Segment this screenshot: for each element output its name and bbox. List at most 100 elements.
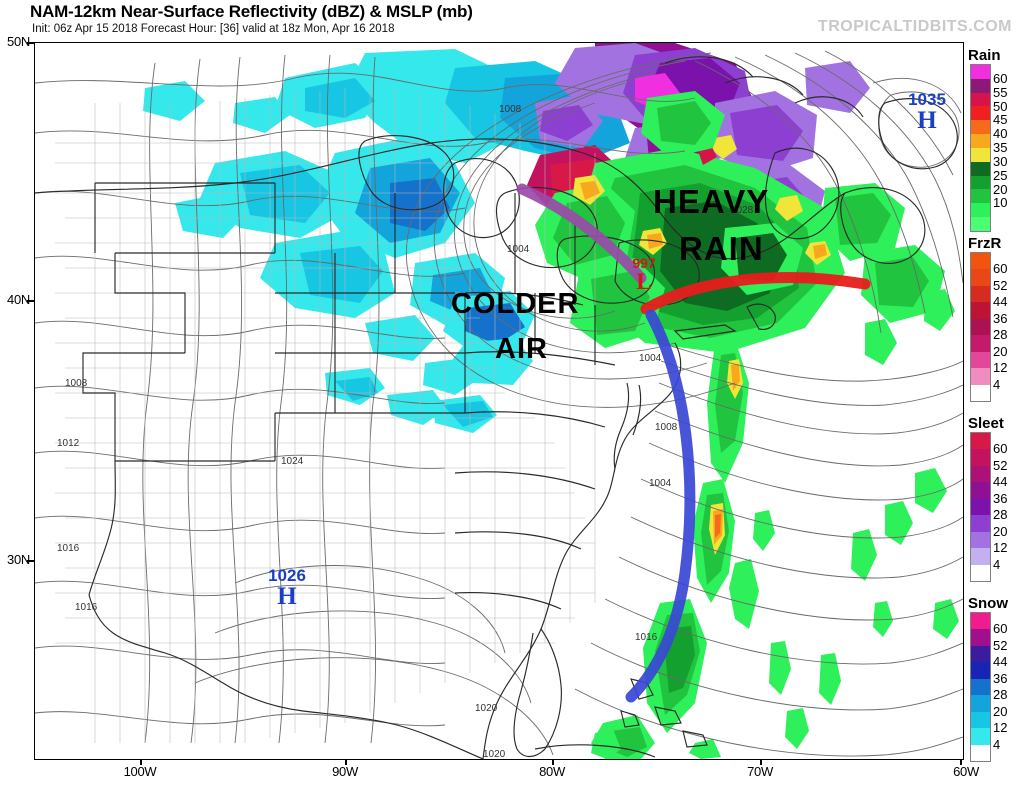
legend-swatch <box>971 78 990 93</box>
legend-swatch <box>971 106 990 121</box>
svg-text:1008: 1008 <box>499 104 522 115</box>
legend-swatch <box>971 678 990 696</box>
legend-swatch <box>971 217 990 231</box>
svg-text:1028: 1028 <box>731 205 754 216</box>
forecast-subtitle: Init: 06z Apr 15 2018 Forecast Hour: [36… <box>32 23 395 35</box>
legend-tick-label: 12 <box>993 360 1008 376</box>
legend-swatch <box>971 613 990 630</box>
watermark: TROPICALTIDBITS.COM <box>817 18 1012 35</box>
svg-text:1008: 1008 <box>655 422 678 433</box>
svg-text:1016: 1016 <box>635 632 658 643</box>
legend-swatch <box>971 318 990 336</box>
legend-swatch <box>971 134 990 148</box>
colder-air-label-line1: COLDER <box>451 288 580 320</box>
legend-swatch <box>971 515 990 532</box>
legend-title-frzr: FrzR <box>968 235 1002 252</box>
y-tick-mark <box>27 560 34 562</box>
high-pressure-1026: 1026 H <box>257 567 317 610</box>
x-tick-mark <box>140 758 142 765</box>
svg-text:1024: 1024 <box>281 456 304 467</box>
legend-tick-label: 10 <box>993 195 1008 211</box>
legend-swatch <box>971 711 990 729</box>
legend-tick-label: 50 <box>993 98 1008 114</box>
legend-tick-label: 60 <box>993 621 1008 637</box>
legend-swatch <box>971 302 990 319</box>
legend-swatch <box>971 465 990 483</box>
legend-swatches-rain <box>970 64 991 232</box>
legend-tick-label: 25 <box>993 167 1008 183</box>
svg-text:1020: 1020 <box>475 703 498 714</box>
legend-tick-label: 60 <box>993 70 1008 86</box>
legend-tick-label: 44 <box>993 294 1008 310</box>
x-tick-mark <box>960 758 962 765</box>
x-axis-tick-90w: 90W <box>332 764 358 779</box>
legend-tick-label: 60 <box>993 441 1008 457</box>
legend-tick-label: 60 <box>993 261 1008 277</box>
low-997-value: 997 <box>632 255 656 271</box>
legend-swatch <box>971 662 990 679</box>
legend-tick-label: 20 <box>993 181 1008 197</box>
x-tick-mark <box>760 758 762 765</box>
legend-group-snow: Snow 60 52 44 36 28 20 12 4 <box>966 595 1024 762</box>
legend-title-rain: Rain <box>968 47 1001 64</box>
high-1035-symbol: H <box>917 107 937 134</box>
legend-tick-label: 30 <box>993 153 1008 169</box>
x-tick-mark <box>345 758 347 765</box>
heavy-rain-label-line1: HEAVY <box>653 183 770 220</box>
isobar-value-labels: 1008 1012 1016 1016 1020 1020 1016 1008 … <box>57 104 754 759</box>
legend-swatch <box>971 285 990 303</box>
legend-body-sleet: 60 52 44 36 28 20 12 4 <box>966 432 1024 582</box>
legend-tick-label: 28 <box>993 687 1008 703</box>
map-canvas: 1008 1012 1016 1016 1020 1020 1016 1008 … <box>35 43 963 759</box>
high-1035-value: 1035 <box>908 90 946 109</box>
legend-tick-label: 12 <box>993 540 1008 556</box>
svg-text:1004: 1004 <box>507 244 530 255</box>
x-axis-tick-100w: 100W <box>123 764 157 779</box>
legend-tick-label: 52 <box>993 277 1008 293</box>
legend-swatch <box>971 189 990 204</box>
legend-swatch <box>971 384 990 401</box>
legend-swatch <box>971 147 990 162</box>
legend-swatches-frzr <box>970 252 991 402</box>
front-annotations <box>516 183 871 703</box>
legend-swatch <box>971 695 990 712</box>
legend-swatch <box>971 645 990 663</box>
svg-text:1016: 1016 <box>75 602 98 613</box>
legend-swatch <box>971 531 990 549</box>
legend-swatch <box>971 728 990 745</box>
map-plot-area[interactable]: 1008 1012 1016 1016 1020 1020 1016 1008 … <box>34 42 964 760</box>
legend-tick-label: 28 <box>993 327 1008 343</box>
legend-tick-label: 45 <box>993 112 1008 128</box>
warm-front-line <box>640 272 871 315</box>
legend-tick-label: 4 <box>993 556 1001 572</box>
legend-swatch <box>971 433 990 450</box>
legend-tick-label: 28 <box>993 507 1008 523</box>
legend-swatch <box>971 161 990 176</box>
legend-tick-label: 52 <box>993 637 1008 653</box>
legend-tick-label: 36 <box>993 490 1008 506</box>
legend-tick-label: 4 <box>993 376 1001 392</box>
legend-tick-label: 4 <box>993 736 1001 752</box>
colder-air-label-line2: AIR <box>495 333 548 365</box>
legend-tick-label: 40 <box>993 126 1008 142</box>
y-tick-mark <box>27 300 34 302</box>
legend-tick-label: 36 <box>993 310 1008 326</box>
legend-tick-label: 36 <box>993 670 1008 686</box>
legend-tick-label: 55 <box>993 84 1008 100</box>
legend-swatches-snow <box>970 612 991 762</box>
legend-swatch <box>971 482 990 499</box>
high-pressure-1035: 1035 H <box>897 91 957 134</box>
legend-tick-label: 44 <box>993 654 1008 670</box>
legend-tick-label: 12 <box>993 720 1008 736</box>
legend-swatch <box>971 548 990 565</box>
legend-body-frzr: 60 52 44 36 28 20 12 4 <box>966 252 1024 402</box>
legend-swatch <box>971 335 990 352</box>
occluded-front-line <box>516 183 647 284</box>
page-title: NAM-12km Near-Surface Reflectivity (dBZ)… <box>30 2 473 21</box>
svg-text:1016: 1016 <box>57 543 80 554</box>
x-tick-mark <box>552 758 554 765</box>
legend-title-snow: Snow <box>968 595 1008 612</box>
legend-swatch <box>971 269 990 286</box>
legend-group-frzr: FrzR 60 52 44 36 28 20 12 4 <box>966 235 1024 402</box>
